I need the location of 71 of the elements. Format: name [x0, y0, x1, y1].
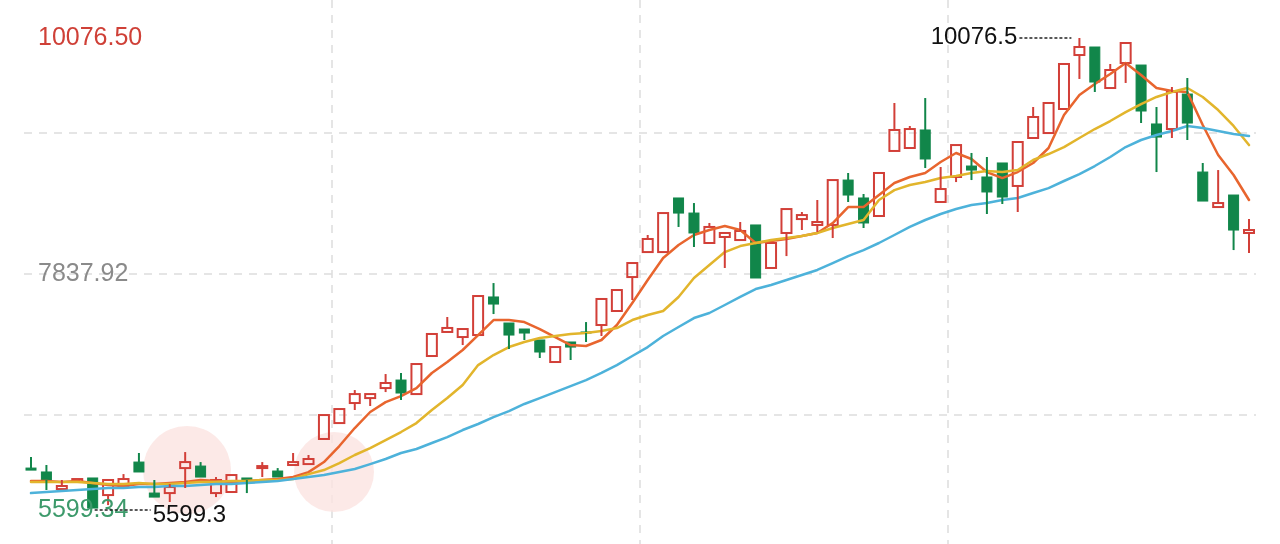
candlestick	[179, 451, 192, 489]
candlestick	[410, 363, 423, 396]
candlestick	[950, 144, 963, 184]
candlestick	[826, 179, 839, 240]
candlestick	[673, 197, 685, 228]
candlestick	[71, 478, 84, 483]
annotation: 5599.3	[152, 500, 227, 528]
y-tick-label: 5599.34	[38, 493, 129, 522]
candlestick	[256, 461, 269, 479]
candlestick	[302, 454, 315, 466]
candlestick	[934, 165, 947, 203]
candlestick	[55, 478, 68, 491]
candlestick	[811, 198, 824, 234]
annotation: 10076.5	[930, 22, 1018, 50]
candlestick	[641, 233, 654, 254]
candlestick	[872, 172, 885, 218]
candlestick	[903, 124, 916, 150]
candlestick	[364, 393, 377, 407]
candlestick	[472, 295, 485, 337]
candlestick	[1027, 106, 1040, 139]
candlestick	[348, 389, 361, 411]
candlestick	[888, 101, 901, 152]
candlestick	[441, 316, 454, 333]
candlestick	[317, 414, 330, 440]
candlestick	[272, 467, 284, 478]
candlestick	[225, 474, 238, 494]
candlestick	[395, 371, 407, 401]
candlestick	[1243, 218, 1255, 255]
y-tick-label: 10076.50	[38, 21, 143, 50]
candlestick	[795, 211, 808, 232]
candlestick	[595, 297, 608, 337]
candlestick	[734, 221, 747, 242]
candlestick	[1119, 42, 1132, 84]
candlestick	[456, 328, 469, 347]
candlestick	[549, 346, 562, 364]
candlestick	[287, 452, 300, 467]
candlestick	[488, 282, 500, 316]
candlestick	[241, 477, 253, 495]
candlestick	[1228, 194, 1240, 252]
candlestick	[518, 328, 530, 341]
candlestick	[981, 155, 993, 216]
candlestick	[163, 483, 176, 504]
candlestick	[1165, 85, 1178, 139]
candlestick	[610, 289, 623, 312]
candlestick	[842, 172, 854, 203]
candlestick	[919, 97, 931, 170]
candlestick	[1181, 77, 1193, 141]
candlestick	[657, 212, 670, 254]
candlestick	[718, 231, 731, 269]
candlestick	[40, 464, 52, 492]
candlestick	[965, 151, 977, 182]
candlestick	[333, 408, 346, 425]
candlestick	[534, 339, 546, 360]
y-tick-label: 7837.92	[38, 257, 129, 286]
candlestick	[1042, 101, 1055, 135]
candlestick	[1212, 169, 1225, 209]
candlestick	[210, 476, 223, 499]
candlestick	[780, 208, 793, 258]
candlestick	[379, 373, 392, 394]
candlestick	[503, 322, 515, 351]
candlestick	[626, 262, 639, 302]
candlestick	[1057, 62, 1070, 110]
candlestick	[1073, 37, 1086, 80]
candlestick	[750, 224, 762, 279]
candlestick	[25, 456, 37, 471]
candlestick	[425, 332, 438, 358]
candlestick	[1011, 141, 1024, 213]
candlestick	[1089, 46, 1101, 94]
candlestick	[133, 452, 145, 473]
candlestick	[703, 221, 716, 244]
candlestick	[688, 202, 700, 248]
